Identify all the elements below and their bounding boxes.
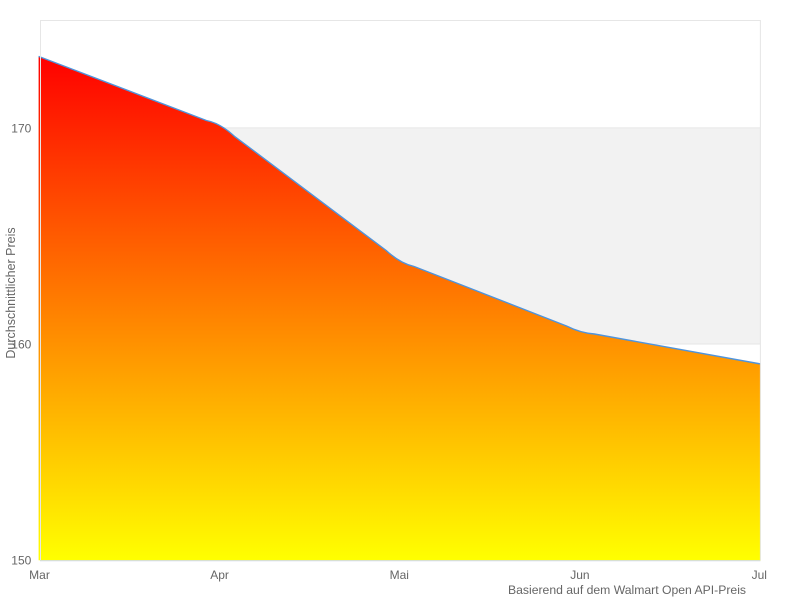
svg-text:Mar: Mar	[29, 568, 50, 582]
svg-text:Durchschnittlicher Preis: Durchschnittlicher Preis	[4, 227, 18, 358]
svg-text:Jul: Jul	[752, 568, 767, 582]
svg-text:150: 150	[11, 554, 31, 568]
svg-text:Jun: Jun	[570, 568, 589, 582]
svg-text:170: 170	[11, 121, 31, 135]
svg-text:Basierend auf dem Walmart Open: Basierend auf dem Walmart Open API-Preis	[508, 583, 746, 597]
svg-text:Apr: Apr	[210, 568, 229, 582]
svg-text:160: 160	[11, 337, 31, 351]
svg-text:Mai: Mai	[390, 568, 409, 582]
